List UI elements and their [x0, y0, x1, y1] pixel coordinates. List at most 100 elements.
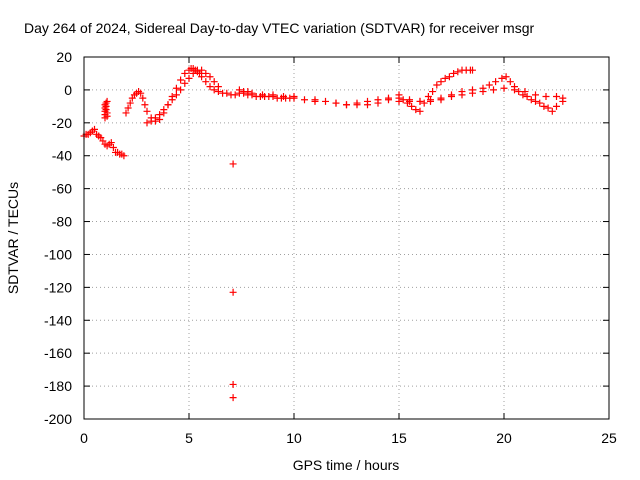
data-point — [412, 106, 420, 114]
data-point — [290, 92, 298, 100]
data-point — [301, 96, 308, 104]
data-point — [137, 89, 145, 97]
y-tick-labels: 20 0 -20 -40 -60 -80 -100 -120 -140 -160 -180 -200 — [44, 49, 72, 427]
y-tick-label: -180 — [44, 378, 72, 394]
data-point — [536, 99, 544, 107]
data-point — [527, 96, 535, 104]
data-point — [502, 73, 510, 81]
data-point — [399, 96, 407, 104]
x-axis-label: GPS time / hours — [293, 457, 400, 473]
data-point — [202, 69, 210, 77]
data-point — [280, 92, 287, 100]
series-spike-near-hour-1 — [101, 97, 111, 122]
data-point — [107, 139, 115, 147]
y-tick-label: -140 — [44, 312, 72, 328]
data-point — [185, 74, 193, 82]
y-tick-label: -20 — [52, 115, 72, 131]
data-point — [103, 97, 111, 105]
plot-frame — [83, 56, 610, 420]
data-point — [492, 78, 500, 86]
data-point — [141, 101, 149, 109]
data-point — [490, 86, 497, 94]
data-point — [385, 94, 392, 102]
data-point — [511, 83, 518, 91]
axis-ticks — [83, 56, 610, 420]
data-point — [374, 99, 382, 107]
y-tick-label: 20 — [56, 49, 72, 65]
data-point — [229, 380, 237, 388]
data-point — [559, 97, 567, 105]
data-point — [437, 78, 445, 86]
data-point — [445, 73, 453, 81]
data-point — [311, 96, 319, 104]
data-point — [147, 117, 155, 125]
data-point — [544, 104, 552, 112]
data-point — [160, 106, 168, 114]
data-point — [542, 92, 550, 100]
data-point — [454, 68, 462, 76]
data-point — [498, 74, 506, 82]
data-point — [229, 160, 237, 168]
y-tick-label: -40 — [52, 148, 72, 164]
data-point — [469, 66, 476, 74]
data-point — [189, 69, 197, 77]
data-point — [235, 86, 243, 94]
data-point — [450, 69, 458, 77]
data-point — [420, 99, 428, 107]
data-point — [506, 78, 514, 86]
data-point — [168, 96, 176, 104]
data-point — [515, 88, 523, 96]
data-point — [395, 97, 403, 105]
data-point — [441, 74, 449, 82]
data-point — [269, 91, 277, 99]
data-point — [500, 84, 508, 92]
data-point — [553, 102, 560, 110]
data-point — [395, 91, 403, 99]
grid — [84, 57, 609, 419]
data-point — [202, 78, 210, 86]
chart-title: Day 264 of 2024, Sidereal Day-to-day VTE… — [24, 20, 534, 36]
x-tick-label: 20 — [496, 430, 512, 446]
data-point — [103, 112, 111, 120]
data-point — [406, 97, 413, 105]
x-tick-label: 5 — [185, 430, 193, 446]
data-point — [181, 79, 189, 87]
data-points — [80, 65, 567, 402]
data-point — [448, 91, 455, 99]
series-main-arc-B — [143, 66, 476, 127]
data-point — [223, 89, 231, 97]
data-point — [172, 84, 180, 92]
x-tick-label: 10 — [286, 430, 302, 446]
data-point — [120, 152, 128, 160]
data-point — [109, 144, 117, 151]
y-tick-label: 0 — [64, 82, 72, 98]
y-tick-label: -100 — [44, 246, 72, 262]
series-late-arc — [395, 73, 567, 115]
data-point — [540, 102, 548, 110]
data-point — [102, 106, 110, 114]
data-point — [433, 81, 441, 89]
data-point — [198, 66, 206, 74]
data-point — [437, 94, 445, 102]
data-point — [229, 288, 237, 296]
data-point — [548, 107, 556, 115]
y-tick-label: -80 — [52, 214, 72, 230]
data-point — [229, 394, 237, 402]
data-point — [469, 86, 476, 94]
y-axis-label: SDTVAR / TECUs — [5, 182, 21, 294]
data-point — [429, 88, 437, 96]
y-tick-label: -160 — [44, 345, 72, 361]
data-point — [322, 97, 329, 105]
data-point — [259, 91, 266, 99]
data-point — [553, 92, 560, 100]
data-point — [532, 91, 539, 99]
data-point — [523, 92, 531, 100]
x-tick-labels: 0 5 10 15 20 25 — [80, 430, 617, 446]
data-point — [177, 86, 185, 94]
data-point — [485, 81, 493, 89]
data-point — [408, 102, 416, 110]
data-point — [244, 88, 252, 96]
data-point — [364, 101, 371, 109]
data-point — [343, 101, 350, 109]
